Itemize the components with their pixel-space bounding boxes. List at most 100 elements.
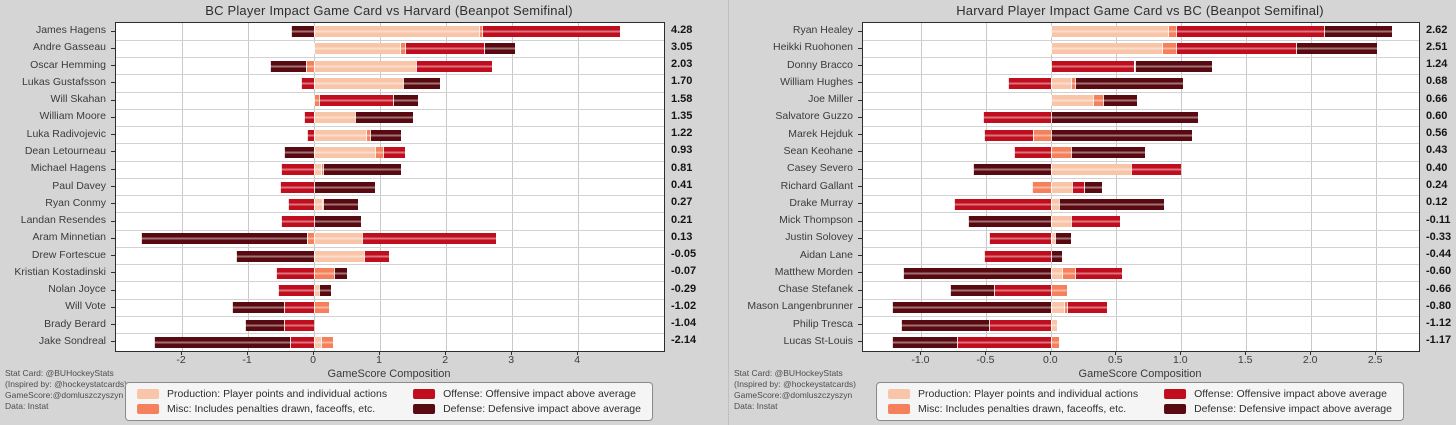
bar-segment-misc — [375, 146, 384, 158]
player-name: William Hughes — [780, 75, 853, 88]
y-tick-mark — [111, 186, 115, 187]
bar-segment-offense — [481, 26, 620, 38]
y-tick-mark — [111, 30, 115, 32]
bar-segment-defense — [1083, 181, 1102, 193]
bar-segment-production — [314, 250, 364, 262]
offense-swatch — [1164, 389, 1187, 399]
bar-segment-defense — [900, 319, 989, 331]
gridline-y — [863, 39, 1419, 41]
player-name: Joe Miller — [808, 93, 853, 106]
gamescore-total: 1.22 — [671, 127, 693, 140]
y-tick-mark — [858, 186, 862, 187]
player-name: Mason Langenbrunner — [747, 300, 853, 313]
bar-segment-offense — [287, 198, 315, 210]
player-name: Ryan Conmy — [45, 196, 106, 209]
y-tick-mark — [111, 82, 115, 84]
gamescore-total: 3.05 — [671, 40, 693, 53]
gamescore-total: -0.44 — [1426, 248, 1452, 261]
bar-segment-offense — [1066, 302, 1108, 314]
y-tick-mark — [858, 289, 862, 291]
bar-segment-offense — [1176, 26, 1325, 38]
player-name: Philip Tresca — [792, 317, 853, 330]
legend-label: Production: Player points and individual… — [918, 388, 1139, 400]
bar-segment-offense — [416, 60, 493, 72]
bar-segment-offense — [1051, 60, 1135, 72]
bar-segment-offense — [983, 129, 1034, 141]
bar-segment-defense — [154, 336, 290, 348]
bar-segment-defense — [1055, 233, 1071, 245]
gridline-y — [116, 108, 664, 110]
legend-item-defense: Defense: Defensive impact above average — [413, 403, 641, 415]
x-tick-label: 1 — [376, 354, 383, 366]
bar-segment-offense — [276, 267, 315, 279]
y-tick-mark — [111, 168, 115, 170]
bar-segment-misc — [365, 129, 370, 141]
x-tick-mark — [1050, 351, 1052, 355]
y-tick-mark — [858, 47, 862, 49]
gamescore-total: 2.51 — [1426, 40, 1448, 53]
bar-segment-misc — [1031, 181, 1052, 193]
bar-segment-defense — [1295, 43, 1378, 55]
bar-segment-defense — [269, 60, 307, 72]
player-name: Sean Keohane — [783, 144, 853, 157]
gridline-y — [863, 160, 1419, 162]
bar-segment-misc — [1161, 43, 1177, 55]
gridline-x--1 — [247, 23, 249, 351]
y-tick-mark — [111, 272, 115, 274]
x-axis-label: GameScore Composition — [1078, 368, 1202, 380]
gridline-y — [863, 177, 1419, 179]
bar-segment-defense — [1074, 77, 1183, 89]
gridline-x--1.0 — [920, 23, 922, 351]
x-tick-mark — [1180, 351, 1182, 355]
gamescore-total: 0.21 — [671, 213, 693, 226]
bar-segment-defense — [484, 43, 516, 55]
gridline-x-0.5 — [1115, 23, 1117, 351]
bar-segment-offense — [1130, 164, 1182, 176]
gridline-y — [116, 177, 664, 179]
gamescore-total: 0.93 — [671, 144, 693, 157]
bar-segment-offense — [1072, 181, 1084, 193]
bar-segment-production — [314, 43, 400, 55]
bar-segment-production — [1051, 216, 1071, 228]
gridline-y — [116, 195, 664, 197]
gridline-x--2 — [181, 23, 183, 351]
x-tick-label: 4 — [574, 354, 581, 366]
defense-swatch — [1164, 404, 1187, 414]
gridline-y — [116, 143, 664, 145]
bar-segment-production — [314, 77, 404, 89]
y-tick-mark — [858, 272, 862, 274]
x-tick-mark — [985, 351, 987, 355]
bar-segment-misc — [321, 198, 324, 210]
y-tick-mark — [111, 341, 115, 343]
gamescore-total: 0.60 — [1426, 109, 1448, 122]
gridline-y — [116, 229, 664, 231]
bar-segment-misc — [399, 43, 406, 55]
bar-segment-defense — [319, 285, 332, 297]
gamescore-total: 1.70 — [671, 75, 693, 88]
gamescore-total: -1.12 — [1426, 317, 1452, 330]
bar-segment-defense — [284, 146, 315, 158]
y-tick-mark — [858, 30, 862, 32]
bar-segment-offense — [956, 336, 1052, 348]
x-tick-mark — [511, 351, 513, 355]
y-tick-mark — [111, 237, 115, 239]
gamescore-total: 1.35 — [671, 109, 693, 122]
gamescore-total: -0.33 — [1426, 230, 1452, 243]
y-tick-mark — [858, 324, 862, 326]
bar-segment-defense — [1051, 129, 1192, 141]
x-axis-label: GameScore Composition — [327, 368, 451, 380]
player-name: James Hagens — [35, 24, 106, 37]
player-name: William Moore — [39, 110, 106, 123]
y-tick-mark — [111, 255, 115, 257]
bar-segment-misc — [321, 336, 333, 348]
gamescore-total: 0.43 — [1426, 144, 1448, 157]
bar-segment-production — [314, 198, 322, 210]
bar-segment-misc — [314, 267, 334, 279]
y-tick-mark — [858, 168, 862, 170]
bar-segment-offense — [1070, 216, 1121, 228]
y-tick-mark — [111, 47, 115, 49]
bar-segment-defense — [322, 164, 401, 176]
gamescore-total: -0.60 — [1426, 265, 1452, 278]
bar-segment-defense — [355, 112, 414, 124]
